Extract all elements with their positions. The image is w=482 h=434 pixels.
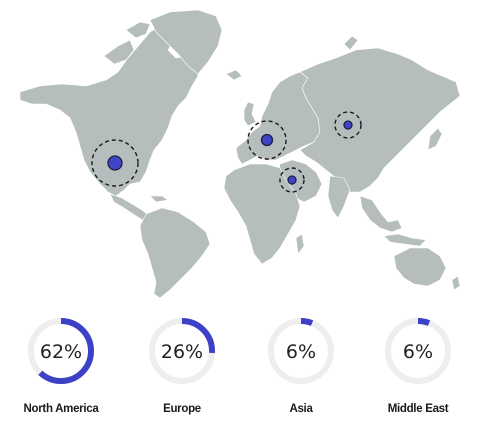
- land-uk: [243, 101, 257, 127]
- gauge-middle-east: 6% Middle East: [363, 315, 473, 415]
- marker-north-america: [91, 139, 139, 187]
- land-novaya-zemlya: [343, 35, 359, 51]
- land-arctic-islands: [125, 21, 151, 39]
- marker-dot-north-america: [107, 155, 123, 171]
- marker-ring-europe: [247, 120, 287, 160]
- marker-dot-europe: [260, 133, 274, 147]
- marker-middle-east: [279, 167, 305, 193]
- land-asia: [299, 47, 461, 193]
- donut-fill-north-america: [28, 318, 94, 384]
- marker-dot-middle-east: [287, 175, 297, 185]
- donut-asia: 6%: [268, 318, 334, 384]
- gauge-north-america: 62% North America: [6, 315, 116, 415]
- marker-ring-middle-east: [279, 167, 305, 193]
- land-madagascar: [295, 233, 305, 255]
- marker-asia: [334, 111, 362, 139]
- marker-ring-asia: [334, 111, 362, 139]
- land-indonesia: [383, 233, 427, 247]
- donut-europe: 26%: [149, 318, 215, 384]
- land-japan: [427, 127, 443, 151]
- label-asia: Asia: [289, 403, 313, 415]
- land-australia: [393, 247, 447, 287]
- percent-north-america: 62%: [40, 341, 82, 363]
- donut-fill-middle-east: [385, 318, 451, 384]
- marker-europe: [247, 120, 287, 160]
- land-africa: [223, 163, 301, 265]
- label-europe: Europe: [163, 403, 201, 415]
- land-south-america: [139, 207, 211, 299]
- label-middle-east: Middle East: [387, 403, 449, 415]
- land-new-zealand: [451, 275, 461, 291]
- world-map: [19, 9, 461, 299]
- percent-middle-east: 6%: [403, 341, 433, 363]
- label-north-america: North America: [23, 403, 99, 415]
- world-map-graphic: [19, 9, 461, 299]
- land-north-america: [19, 23, 199, 197]
- gauge-europe: 26% Europe: [127, 315, 237, 415]
- land-iceland: [225, 69, 243, 81]
- land-india: [327, 175, 351, 219]
- donut-fill-asia: [268, 318, 334, 384]
- donut-middle-east: 6%: [385, 318, 451, 384]
- donut-north-america: 62%: [28, 318, 94, 384]
- region-gauges: 62% North America 26% Europe 6% Asia 6% …: [0, 315, 482, 434]
- land-southeast-asia: [359, 195, 403, 233]
- marker-dot-asia: [343, 120, 353, 130]
- gauge-asia: 6% Asia: [246, 315, 356, 415]
- percent-asia: 6%: [286, 341, 316, 363]
- marker-ring-north-america: [91, 139, 139, 187]
- percent-europe: 26%: [161, 341, 203, 363]
- donut-fill-europe: [149, 318, 215, 384]
- land-greenland: [149, 9, 223, 75]
- land-caribbean: [149, 195, 169, 203]
- land-canada-islands: [103, 39, 135, 65]
